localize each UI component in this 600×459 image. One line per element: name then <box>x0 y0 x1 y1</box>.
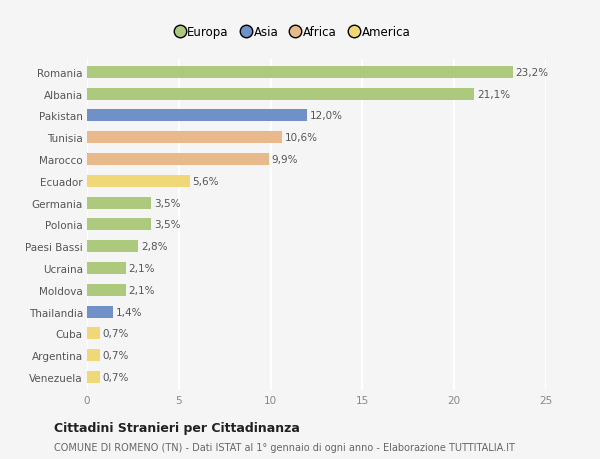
Bar <box>87 89 475 101</box>
Text: COMUNE DI ROMENO (TN) - Dati ISTAT al 1° gennaio di ogni anno - Elaborazione TUT: COMUNE DI ROMENO (TN) - Dati ISTAT al 1°… <box>54 442 515 452</box>
Text: 3,5%: 3,5% <box>154 220 181 230</box>
Bar <box>87 371 100 383</box>
Bar <box>87 328 100 340</box>
Text: 0,7%: 0,7% <box>103 329 129 339</box>
Bar <box>87 110 307 122</box>
Bar <box>87 154 269 166</box>
Bar <box>87 175 190 187</box>
Legend: Europa, Asia, Africa, America: Europa, Asia, Africa, America <box>173 22 414 43</box>
Text: 9,9%: 9,9% <box>272 155 298 165</box>
Text: 21,1%: 21,1% <box>477 90 510 100</box>
Text: Cittadini Stranieri per Cittadinanza: Cittadini Stranieri per Cittadinanza <box>54 421 300 434</box>
Text: 10,6%: 10,6% <box>284 133 317 143</box>
Text: 0,7%: 0,7% <box>103 372 129 382</box>
Text: 5,6%: 5,6% <box>193 176 219 186</box>
Text: 2,1%: 2,1% <box>128 263 155 274</box>
Bar <box>87 67 513 78</box>
Bar <box>87 306 113 318</box>
Bar <box>87 219 151 231</box>
Bar <box>87 197 151 209</box>
Bar <box>87 284 125 296</box>
Bar <box>87 263 125 274</box>
Bar <box>87 241 139 252</box>
Text: 2,1%: 2,1% <box>128 285 155 295</box>
Text: 12,0%: 12,0% <box>310 111 343 121</box>
Text: 0,7%: 0,7% <box>103 350 129 360</box>
Bar <box>87 349 100 361</box>
Text: 3,5%: 3,5% <box>154 198 181 208</box>
Text: 23,2%: 23,2% <box>516 68 549 78</box>
Text: 2,8%: 2,8% <box>141 241 167 252</box>
Text: 1,4%: 1,4% <box>115 307 142 317</box>
Bar <box>87 132 281 144</box>
